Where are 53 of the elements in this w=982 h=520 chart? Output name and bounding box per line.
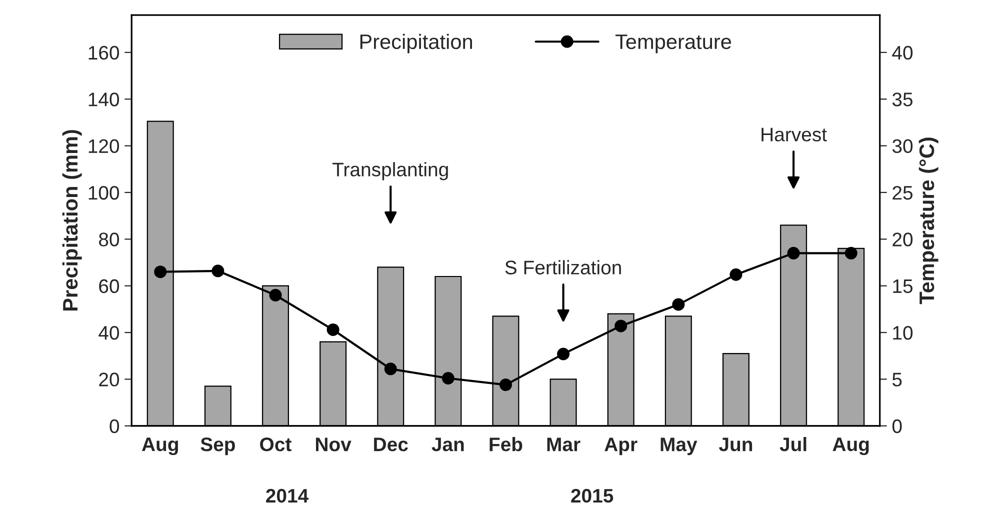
y-tick-label: 0 <box>110 419 120 434</box>
point <box>326 323 340 336</box>
x-tick-label: Mar <box>547 438 580 452</box>
x-tick-label: Jun <box>718 438 752 452</box>
y2-tick-label: 40 <box>892 46 913 60</box>
x-tick-label: Jul <box>780 436 806 452</box>
y-tick-label: 80 <box>99 232 120 246</box>
y-tick-label: 120 <box>88 139 120 154</box>
point <box>672 298 685 311</box>
point <box>269 288 282 302</box>
y2-tick-label: 35 <box>892 92 912 106</box>
point <box>730 268 742 281</box>
y2-tick-label: 5 <box>892 372 902 386</box>
x-tick-label: Dec <box>374 438 408 452</box>
legend-label: Temperature <box>615 34 732 54</box>
y2-tick-label: 30 <box>892 139 913 154</box>
x-tick-label: Feb <box>490 436 522 452</box>
point <box>614 320 628 332</box>
y2-axis-title: Temperature (°C) <box>918 138 938 304</box>
y-tick-label: 100 <box>88 186 120 200</box>
y2-tick-label: 15 <box>893 280 912 294</box>
y-tick-label: 20 <box>99 372 120 386</box>
point <box>844 246 858 260</box>
point <box>787 246 800 260</box>
point <box>154 266 167 278</box>
y2-tick-label: 25 <box>892 186 912 200</box>
y-tick-label: 160 <box>88 46 120 60</box>
y2-tick-label: 0 <box>892 419 902 434</box>
annotation: Harvest <box>762 128 827 142</box>
x-tick-label: Jan <box>432 438 464 452</box>
x-tick-label: Nov <box>316 438 352 452</box>
point <box>442 372 454 385</box>
x-tick-label: Aug <box>142 438 178 456</box>
point <box>557 348 570 360</box>
x-tick-label: Aug <box>832 438 869 456</box>
y2-tick-label: 20 <box>892 232 913 246</box>
point <box>384 362 397 376</box>
x-tick-label: May <box>660 438 698 456</box>
x-tick-label: Apr <box>604 438 638 456</box>
y-tick-label: 140 <box>88 92 120 106</box>
point <box>499 378 512 392</box>
annotation: Transplanting <box>332 162 448 180</box>
y-axis-title: Precipitation (mm) <box>62 130 82 311</box>
text: 2014 <box>266 488 309 503</box>
text: 2015 <box>571 488 614 503</box>
y-tick-label: 40 <box>98 326 120 340</box>
y-tick-label: 60 <box>99 279 120 294</box>
annotation: S Fertilization <box>505 260 621 274</box>
x-tick-label: Oct <box>260 438 292 452</box>
legend-label: Precipitation <box>360 34 472 54</box>
y2-tick-label: 10 <box>893 326 913 340</box>
point <box>212 264 224 278</box>
x-tick-label: Sep <box>200 438 235 456</box>
